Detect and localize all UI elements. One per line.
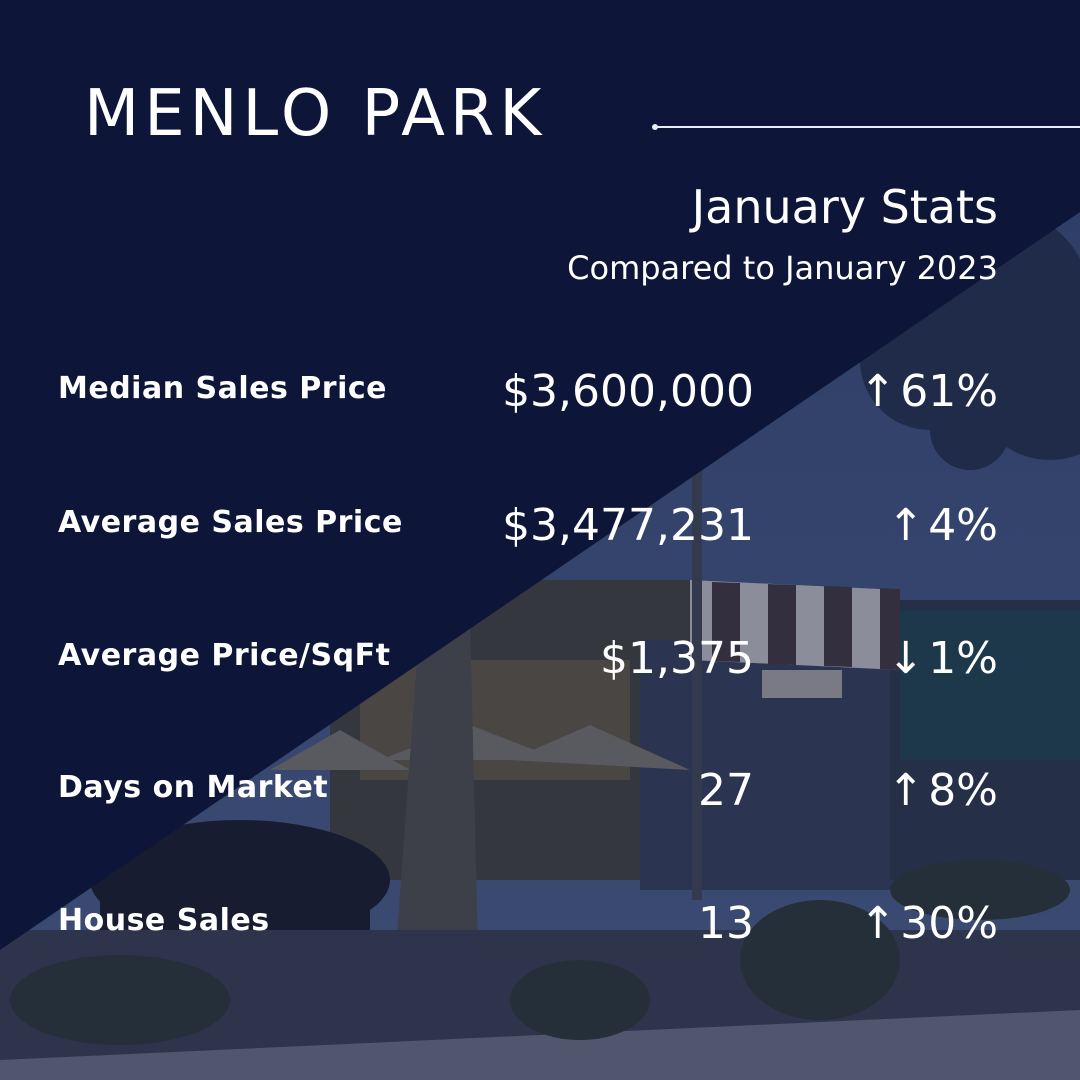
arrow-up-icon: ↑ bbox=[859, 366, 897, 417]
stat-label: Average Sales Price bbox=[58, 505, 403, 540]
title-divider-line bbox=[654, 126, 1080, 128]
stat-label: Median Sales Price bbox=[58, 371, 387, 406]
stat-value: 13 bbox=[698, 898, 754, 949]
stat-change-percent: 8% bbox=[928, 765, 998, 816]
stat-change: ↑8% bbox=[887, 769, 998, 813]
stat-row-days-on-market: Days on Market 27 ↑8% bbox=[0, 769, 1080, 843]
stat-label: Average Price/SqFt bbox=[58, 638, 391, 673]
stat-change-percent: 4% bbox=[928, 500, 998, 551]
stat-value: $3,600,000 bbox=[502, 366, 754, 417]
stat-row-average-sales-price: Average Sales Price $3,477,231 ↑4% bbox=[0, 504, 1080, 578]
arrow-up-icon: ↑ bbox=[859, 898, 897, 949]
stat-value: 27 bbox=[698, 765, 754, 816]
stat-change-percent: 1% bbox=[928, 633, 998, 684]
arrow-up-icon: ↑ bbox=[887, 500, 925, 551]
stat-change: ↑30% bbox=[859, 902, 998, 946]
stat-label: House Sales bbox=[58, 903, 270, 938]
stat-row-average-price-sqft: Average Price/SqFt $1,375 ↓1% bbox=[0, 637, 1080, 711]
stat-row-house-sales: House Sales 13 ↑30% bbox=[0, 902, 1080, 976]
stat-value: $3,477,231 bbox=[502, 500, 754, 551]
stat-row-median-sales-price: Median Sales Price $3,600,000 ↑61% bbox=[0, 370, 1080, 444]
stat-change: ↑61% bbox=[859, 370, 998, 414]
stat-label: Days on Market bbox=[58, 770, 329, 805]
comparison-note: Compared to January 2023 bbox=[567, 249, 998, 287]
arrow-down-icon: ↓ bbox=[887, 633, 925, 684]
stat-value: $1,375 bbox=[600, 633, 754, 684]
stat-change: ↑4% bbox=[887, 504, 998, 548]
arrow-up-icon: ↑ bbox=[887, 765, 925, 816]
title-divider-dot bbox=[652, 124, 658, 130]
stat-change: ↓1% bbox=[887, 637, 998, 681]
page-title: MENLO PARK bbox=[84, 77, 547, 151]
stat-change-percent: 30% bbox=[900, 898, 998, 949]
stat-change-percent: 61% bbox=[900, 366, 998, 417]
period-subtitle: January Stats bbox=[691, 180, 998, 234]
